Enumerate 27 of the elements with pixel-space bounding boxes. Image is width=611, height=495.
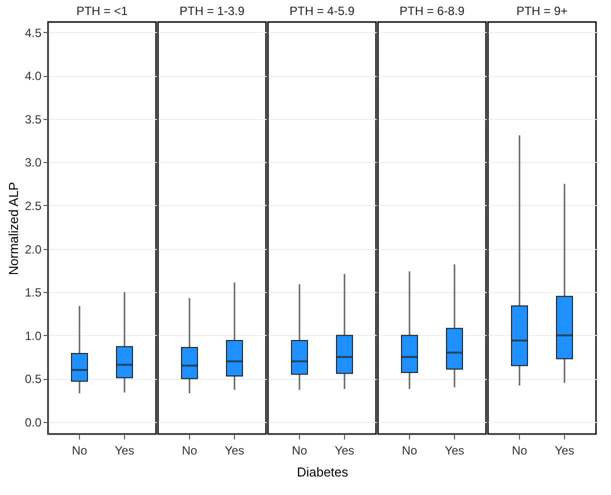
x-tick-label: No	[292, 444, 308, 458]
y-tick-label: 2.0	[24, 242, 42, 256]
x-tick-label: No	[72, 444, 88, 458]
y-tick-label: 3.5	[24, 112, 42, 126]
chart-title: PTH = 4-5.9	[289, 4, 355, 18]
y-tick-label: 1.5	[24, 286, 42, 300]
y-axis-title: Normalized ALP	[6, 182, 21, 276]
y-tick-label: 0.0	[24, 415, 42, 430]
y-tick-label: 1.0	[24, 328, 42, 343]
chart-title: PTH = 9+	[516, 4, 568, 18]
x-tick-label: Yes	[334, 444, 354, 458]
chart-title: PTH = 1-3.9	[179, 4, 245, 18]
x-axis-title: Diabetes	[296, 464, 349, 480]
x-tick-label: Yes	[114, 444, 134, 458]
y-tick-label: 0.5	[24, 372, 42, 386]
y-tick-label: 4.5	[24, 26, 42, 40]
x-tick-label: Yes	[444, 444, 464, 458]
y-tick-label: 3.0	[24, 156, 42, 170]
x-tick-label: No	[182, 444, 198, 458]
x-tick-label: Yes	[554, 444, 574, 458]
y-tick-label: 2.5	[24, 198, 42, 213]
x-tick-label: Yes	[224, 444, 244, 458]
x-tick-label: No	[402, 444, 418, 458]
chart-title: PTH = <1	[76, 4, 128, 18]
x-tick-label: No	[512, 444, 528, 458]
chart-title: PTH = 6-8.9	[399, 4, 465, 18]
y-tick-label: 4.0	[24, 69, 42, 84]
